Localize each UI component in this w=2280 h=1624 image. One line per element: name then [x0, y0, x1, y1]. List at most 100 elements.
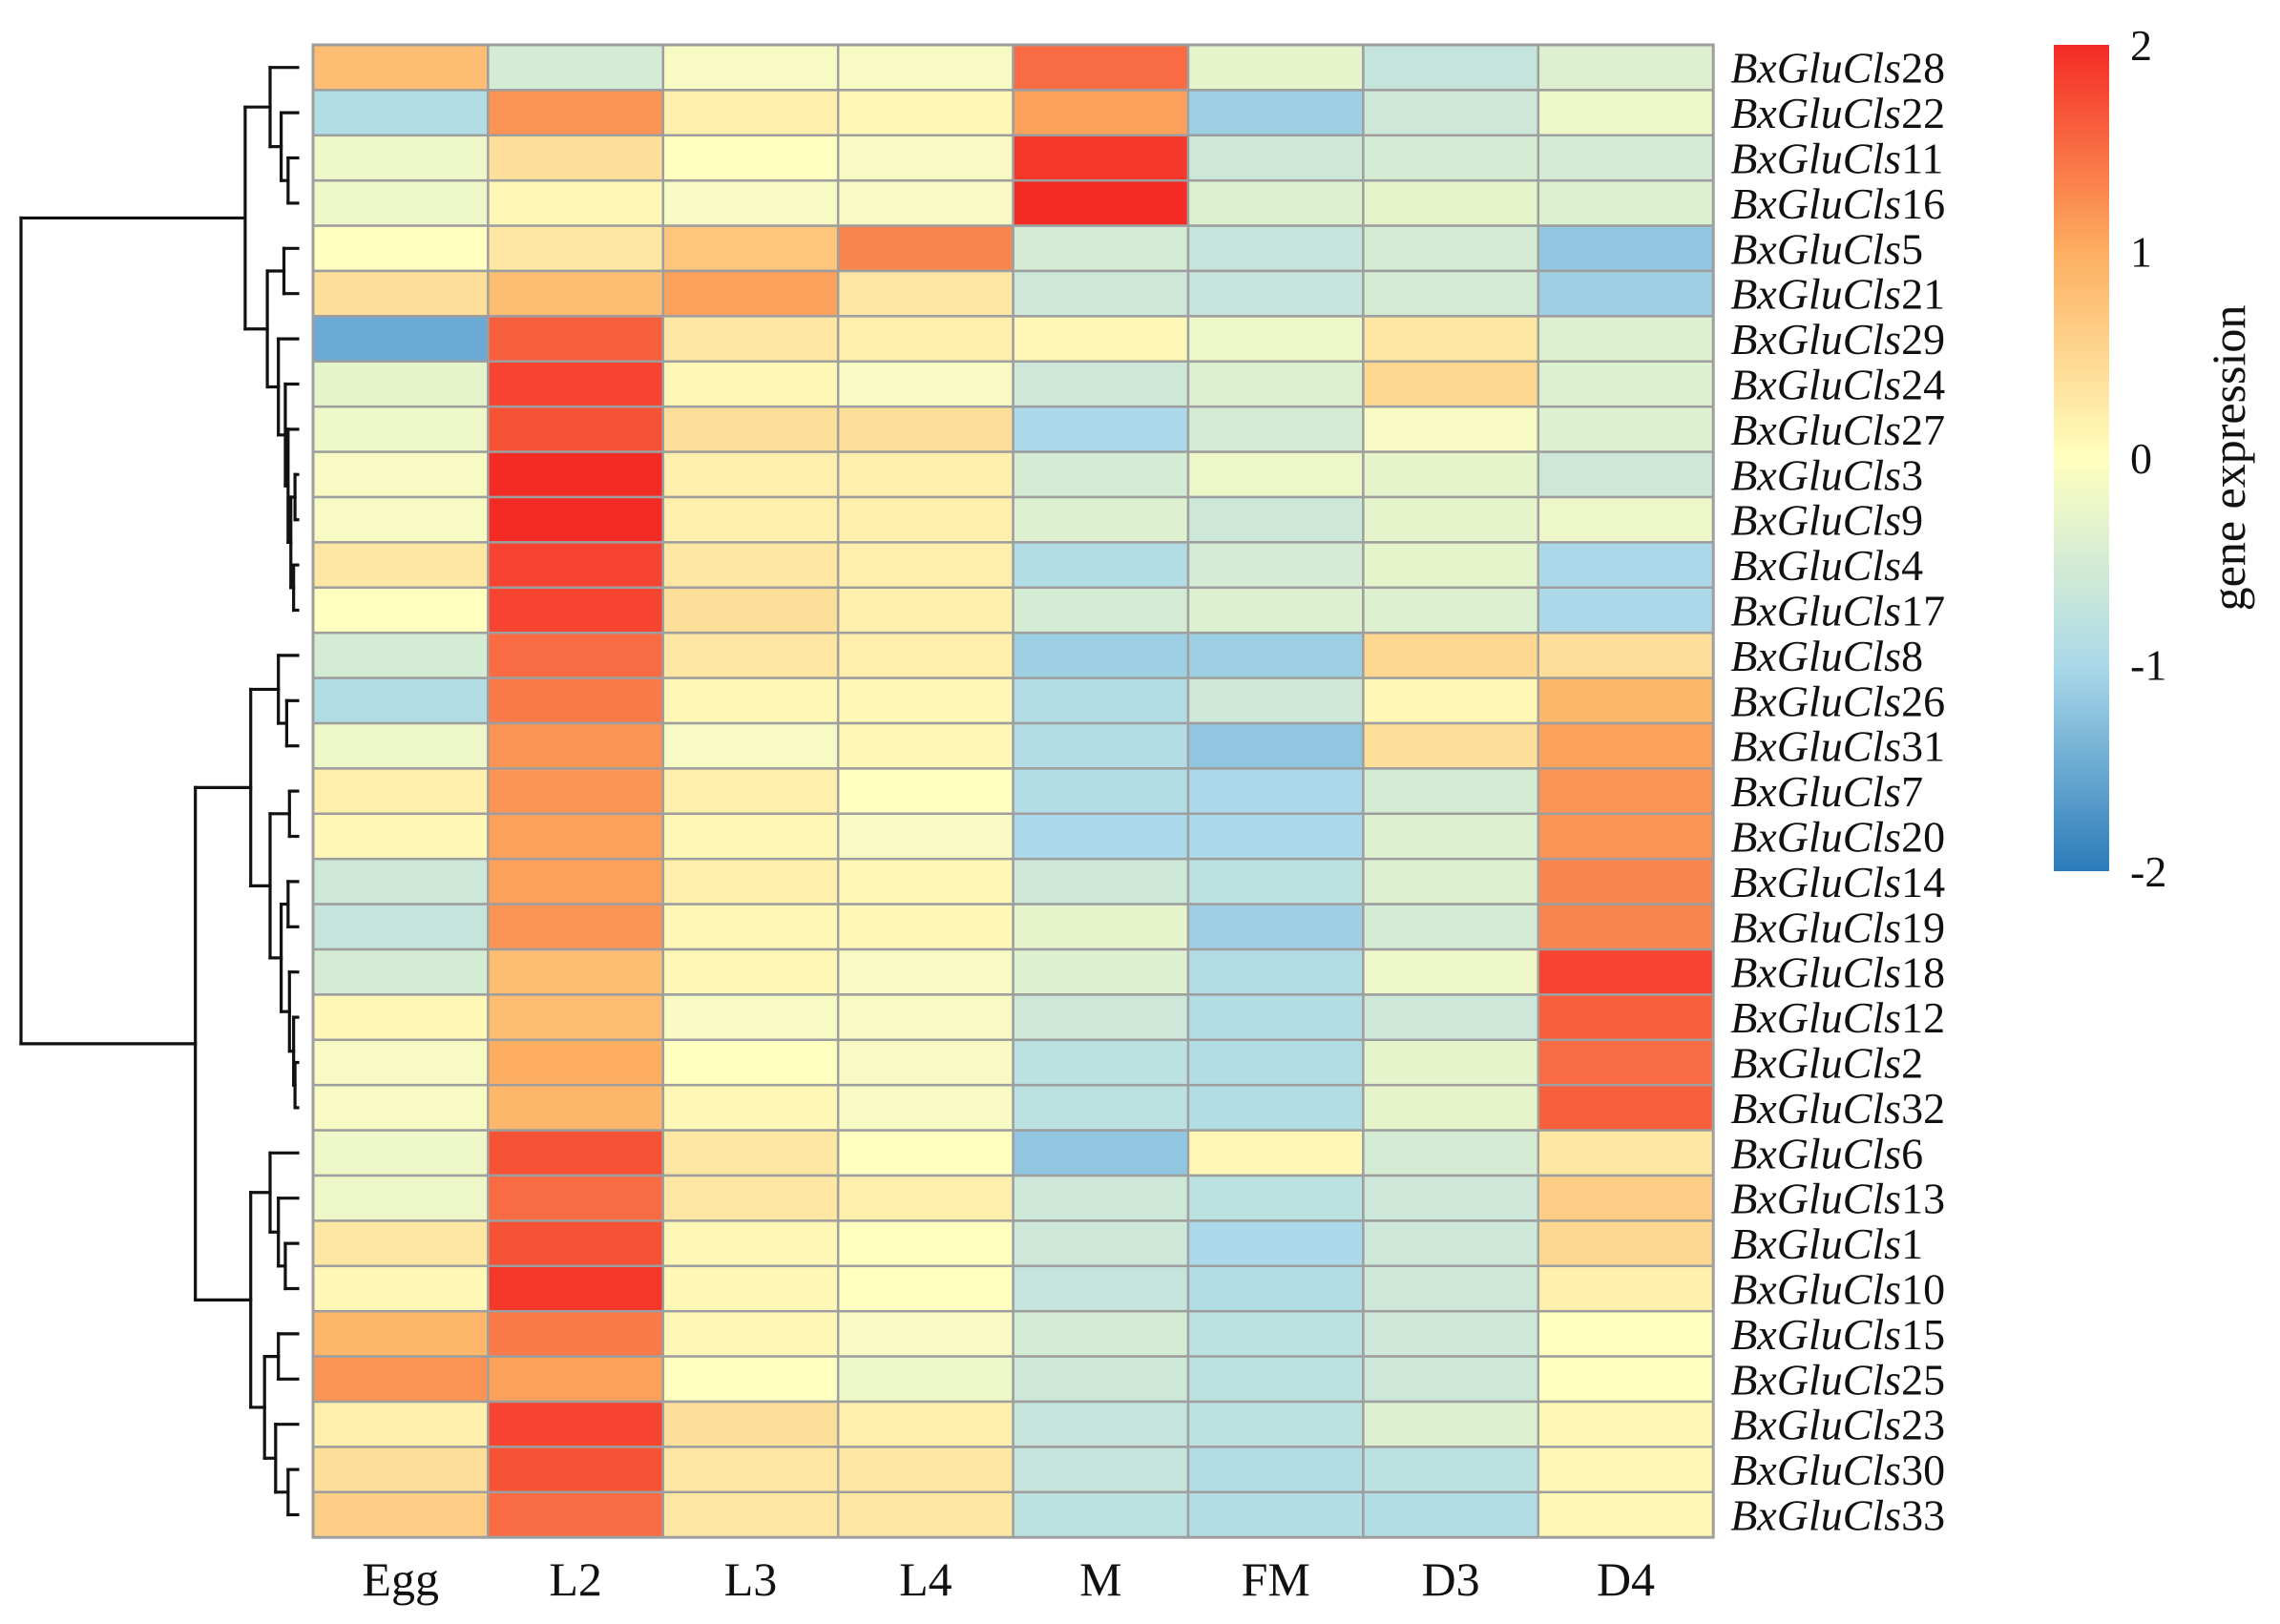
cell-BxGluCls20-Egg	[311, 812, 490, 861]
cell-BxGluCls6-L4	[836, 1129, 1014, 1177]
cell-BxGluCls21-D4	[1537, 269, 1715, 318]
cell-BxGluCls22-D3	[1362, 89, 1540, 137]
cell-BxGluCls27-D3	[1362, 405, 1540, 453]
cell-BxGluCls30-Egg	[311, 1446, 490, 1494]
cell-BxGluCls31-L3	[661, 721, 840, 770]
row-label: BxGluCls26	[1730, 677, 1945, 725]
cell-BxGluCls28-Egg	[311, 43, 490, 92]
cell-BxGluCls30-D4	[1537, 1446, 1715, 1494]
cell-BxGluCls23-L3	[661, 1400, 840, 1448]
cell-BxGluCls20-M	[1012, 812, 1190, 861]
row-label-prefix: BxGluCls	[1730, 179, 1901, 228]
cell-BxGluCls31-L2	[487, 721, 665, 770]
row-label: BxGluCls8	[1730, 632, 1923, 680]
cell-BxGluCls12-L4	[836, 993, 1014, 1042]
cell-BxGluCls15-D3	[1362, 1309, 1540, 1358]
cell-BxGluCls30-L4	[836, 1446, 1014, 1494]
row-label: BxGluCls4	[1730, 541, 1923, 590]
legend-colorbar	[2054, 45, 2109, 871]
row-label-prefix: BxGluCls	[1730, 1175, 1901, 1223]
cell-BxGluCls26-L2	[487, 677, 665, 725]
column-label-L2: L2	[549, 1552, 602, 1606]
cell-BxGluCls22-M	[1012, 89, 1190, 137]
cell-BxGluCls2-L3	[661, 1038, 840, 1087]
cell-BxGluCls9-L4	[836, 495, 1014, 544]
cell-BxGluCls29-D4	[1537, 315, 1715, 364]
cell-BxGluCls24-L4	[836, 360, 1014, 408]
cell-BxGluCls15-L3	[661, 1309, 840, 1358]
cell-BxGluCls5-L3	[661, 224, 840, 273]
row-label-number: 16	[1901, 179, 1945, 228]
cell-BxGluCls21-Egg	[311, 269, 490, 318]
cell-BxGluCls1-Egg	[311, 1219, 490, 1268]
cell-BxGluCls2-L2	[487, 1038, 665, 1087]
cell-BxGluCls25-D3	[1362, 1355, 1540, 1404]
cell-BxGluCls17-L3	[661, 586, 840, 635]
cell-BxGluCls32-L3	[661, 1083, 840, 1132]
cell-BxGluCls11-D3	[1362, 134, 1540, 182]
cell-BxGluCls10-FM	[1186, 1264, 1365, 1313]
cell-BxGluCls7-L4	[836, 767, 1014, 816]
row-label: BxGluCls18	[1730, 948, 1945, 997]
cell-BxGluCls12-L3	[661, 993, 840, 1042]
cell-BxGluCls27-L4	[836, 405, 1014, 453]
cell-BxGluCls15-D4	[1537, 1309, 1715, 1358]
row-label-number: 13	[1901, 1175, 1945, 1223]
cell-BxGluCls17-M	[1012, 586, 1190, 635]
cell-BxGluCls21-L4	[836, 269, 1014, 318]
cell-BxGluCls28-D3	[1362, 43, 1540, 92]
row-label: BxGluCls7	[1730, 767, 1923, 816]
cell-BxGluCls7-D3	[1362, 767, 1540, 816]
row-label-prefix: BxGluCls	[1730, 1129, 1901, 1177]
cell-BxGluCls19-D3	[1362, 903, 1540, 951]
cell-BxGluCls2-D4	[1537, 1038, 1715, 1087]
row-label-prefix: BxGluCls	[1730, 993, 1901, 1042]
cell-BxGluCls6-L3	[661, 1129, 840, 1177]
cell-BxGluCls22-Egg	[311, 89, 490, 137]
row-label-number: 26	[1901, 677, 1945, 725]
cell-BxGluCls2-M	[1012, 1038, 1190, 1087]
cell-BxGluCls12-FM	[1186, 993, 1365, 1042]
cell-BxGluCls28-L2	[487, 43, 665, 92]
row-label-prefix: BxGluCls	[1730, 1265, 1901, 1314]
row-label-number: 12	[1901, 993, 1945, 1042]
legend-title: gene expression	[2202, 305, 2255, 612]
row-label-prefix: BxGluCls	[1730, 541, 1901, 590]
row-label-prefix: BxGluCls	[1730, 1446, 1901, 1494]
cell-BxGluCls13-L3	[661, 1174, 840, 1222]
cell-BxGluCls20-L4	[836, 812, 1014, 861]
cell-BxGluCls19-L4	[836, 903, 1014, 951]
cell-BxGluCls15-L4	[836, 1309, 1014, 1358]
cell-BxGluCls27-Egg	[311, 405, 490, 453]
cell-BxGluCls13-M	[1012, 1174, 1190, 1222]
cell-BxGluCls14-FM	[1186, 857, 1365, 906]
cell-BxGluCls5-FM	[1186, 224, 1365, 273]
row-label: BxGluCls30	[1730, 1446, 1945, 1494]
cell-BxGluCls11-M	[1012, 134, 1190, 182]
cell-BxGluCls10-L2	[487, 1264, 665, 1313]
cell-BxGluCls14-D4	[1537, 857, 1715, 906]
row-label-number: 3	[1901, 450, 1923, 499]
row-label-number: 1	[1901, 1219, 1923, 1268]
row-label: BxGluCls33	[1730, 1491, 1945, 1540]
row-label-prefix: BxGluCls	[1730, 315, 1901, 364]
cell-BxGluCls33-FM	[1186, 1490, 1365, 1539]
cell-BxGluCls29-L4	[836, 315, 1014, 364]
cell-BxGluCls32-M	[1012, 1083, 1190, 1132]
cell-BxGluCls18-Egg	[311, 947, 490, 996]
cell-BxGluCls29-FM	[1186, 315, 1365, 364]
row-label: BxGluCls9	[1730, 496, 1923, 545]
cell-BxGluCls9-D3	[1362, 495, 1540, 544]
cell-BxGluCls5-Egg	[311, 224, 490, 273]
row-label: BxGluCls27	[1730, 406, 1945, 454]
row-label: BxGluCls5	[1730, 224, 1923, 273]
cell-BxGluCls31-D4	[1537, 721, 1715, 770]
row-label: BxGluCls22	[1730, 89, 1945, 137]
cell-BxGluCls5-L4	[836, 224, 1014, 273]
row-label-prefix: BxGluCls	[1730, 903, 1901, 951]
cell-BxGluCls26-M	[1012, 677, 1190, 725]
row-label-prefix: BxGluCls	[1730, 450, 1901, 499]
cell-BxGluCls14-L2	[487, 857, 665, 906]
row-label: BxGluCls29	[1730, 315, 1945, 364]
row-label: BxGluCls6	[1730, 1129, 1923, 1177]
